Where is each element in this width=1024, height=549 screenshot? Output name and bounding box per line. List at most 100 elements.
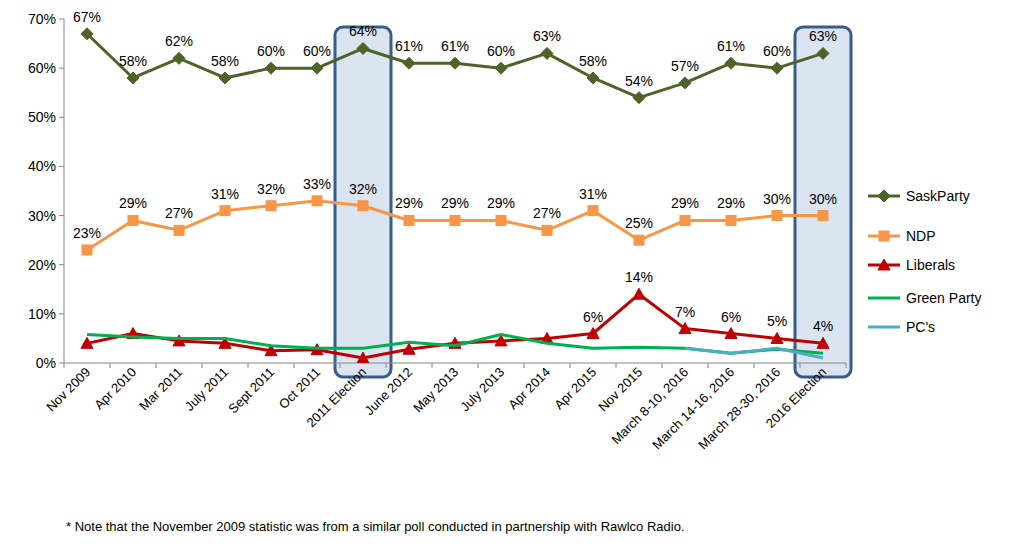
x-tick — [110, 363, 111, 368]
data-label: 63% — [533, 28, 561, 44]
data-label: 58% — [211, 53, 239, 69]
data-label: 29% — [717, 195, 745, 211]
y-tick — [59, 68, 64, 69]
marker — [496, 215, 506, 225]
axes: 0%10%20%30%40%50%60%70%Nov 2009Apr 2010M… — [28, 11, 846, 452]
data-label: 64% — [349, 23, 377, 39]
marker — [174, 225, 184, 235]
marker — [542, 225, 552, 235]
legend-line — [868, 297, 900, 300]
data-label: 29% — [671, 195, 699, 211]
legend-label: PC's — [906, 319, 935, 335]
marker — [219, 72, 231, 84]
highlight-box — [795, 27, 851, 377]
y-tick — [59, 19, 64, 20]
x-tick — [524, 363, 525, 368]
marker — [265, 62, 277, 74]
x-tick-label: March 8-10, 2016 — [608, 365, 691, 448]
data-label: 67% — [73, 9, 101, 25]
x-tick — [800, 363, 801, 368]
data-label: 7% — [675, 304, 695, 320]
data-label: 33% — [303, 176, 331, 192]
marker — [358, 201, 368, 211]
data-label: 58% — [579, 53, 607, 69]
marker — [726, 215, 736, 225]
highlight-box — [335, 27, 391, 377]
marker — [495, 62, 507, 74]
data-label: 14% — [625, 269, 653, 285]
legend-label: SaskParty — [906, 188, 970, 204]
marker — [449, 57, 461, 69]
x-tick-label: Oct 2011 — [276, 365, 323, 412]
x-tick-label: March 28-30, 2016 — [695, 365, 783, 453]
data-label: 30% — [809, 191, 837, 207]
series-line — [87, 34, 823, 98]
x-tick — [294, 363, 295, 368]
marker — [266, 201, 276, 211]
y-tick — [59, 264, 64, 265]
marker — [587, 328, 599, 339]
x-tick — [846, 363, 847, 368]
marker — [633, 92, 645, 104]
legend-marker — [879, 231, 889, 241]
data-label: 32% — [257, 181, 285, 197]
data-labels: 67%58%62%58%60%60%64%61%61%60%63%58%54%5… — [73, 9, 837, 335]
data-label: 31% — [211, 186, 239, 202]
marker — [403, 343, 415, 354]
y-tick-label: 40% — [28, 158, 56, 174]
data-label: 6% — [721, 309, 741, 325]
marker — [725, 328, 737, 339]
x-tick — [708, 363, 709, 368]
data-label: 61% — [717, 38, 745, 54]
marker — [357, 352, 369, 363]
legend-label: NDP — [906, 228, 936, 244]
marker — [81, 28, 93, 40]
marker — [772, 211, 782, 221]
y-tick-label: 10% — [28, 306, 56, 322]
marker — [403, 57, 415, 69]
data-label: 32% — [349, 181, 377, 197]
data-label: 29% — [441, 195, 469, 211]
x-tick — [340, 363, 341, 368]
data-label: 58% — [119, 53, 147, 69]
data-label: 61% — [441, 38, 469, 54]
y-tick — [59, 166, 64, 167]
data-label: 27% — [165, 205, 193, 221]
data-label: 6% — [583, 309, 603, 325]
marker — [634, 235, 644, 245]
x-tick-label: Sept 2011 — [225, 365, 277, 417]
data-label: 5% — [767, 313, 787, 329]
marker — [82, 245, 92, 255]
marker — [173, 52, 185, 64]
data-label: 61% — [395, 38, 423, 54]
data-label: 31% — [579, 186, 607, 202]
marker — [128, 215, 138, 225]
marker — [817, 337, 829, 348]
y-tick — [59, 313, 64, 314]
legend-label: Green Party — [906, 290, 981, 306]
marker — [679, 323, 691, 334]
x-tick — [478, 363, 479, 368]
data-label: 27% — [533, 205, 561, 221]
x-tick — [386, 363, 387, 368]
data-label: 60% — [763, 43, 791, 59]
data-label: 60% — [487, 43, 515, 59]
marker — [818, 211, 828, 221]
series-line — [685, 348, 823, 358]
legend-label: Liberals — [906, 257, 955, 273]
x-tick — [754, 363, 755, 368]
data-label: 30% — [763, 191, 791, 207]
data-label: 23% — [73, 225, 101, 241]
y-tick — [59, 363, 64, 364]
x-tick — [616, 363, 617, 368]
data-label: 29% — [119, 195, 147, 211]
marker — [404, 215, 414, 225]
marker — [541, 47, 553, 59]
x-tick-label: Apr 2014 — [505, 365, 553, 413]
marker — [588, 206, 598, 216]
y-tick-label: 30% — [28, 208, 56, 224]
marker — [587, 72, 599, 84]
x-tick-label: 2011 Election — [303, 365, 369, 431]
y-axis — [64, 19, 65, 363]
x-tick-label: March 14-16, 2016 — [649, 365, 737, 453]
